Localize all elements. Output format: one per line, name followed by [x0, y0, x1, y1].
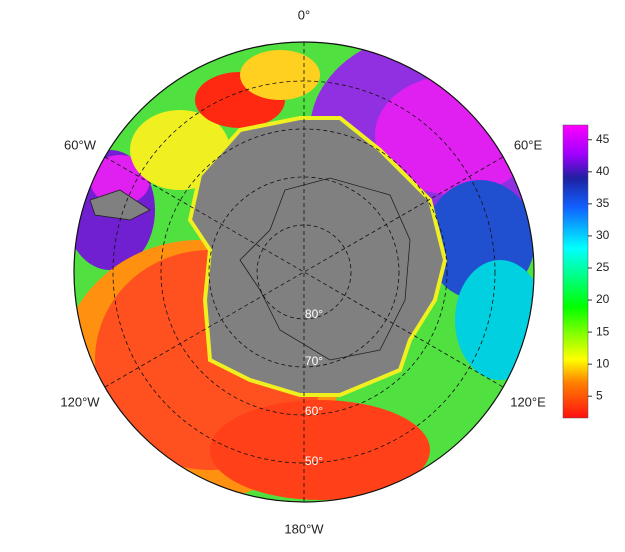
colorbar-tick-label: 25: [596, 260, 610, 274]
lon-label: 180°W: [284, 521, 324, 536]
lon-label: 0°: [298, 7, 310, 22]
colorbar: [562, 124, 589, 419]
colorbar-tick-label: 10: [596, 356, 610, 370]
colorbar-tick-label: 5: [596, 388, 603, 402]
colorbar-tick-label: 15: [596, 324, 610, 338]
graticule: [104, 42, 504, 502]
lon-label: 120°W: [60, 394, 100, 409]
lon-label: 60°W: [64, 137, 97, 152]
colorbar-tick-label: 40: [596, 164, 610, 178]
colorbar-tick-label: 30: [596, 228, 610, 242]
map-border: [73, 41, 535, 503]
lat-label: 70°: [305, 354, 323, 368]
colorbar-tick-label: 35: [596, 196, 610, 210]
map-field: [74, 42, 534, 502]
lat-label: 80°: [305, 307, 323, 321]
colorbar-tick-label: 20: [596, 292, 610, 306]
colorbar-tick-label: 45: [596, 132, 610, 146]
lon-label: 120°E: [510, 394, 546, 409]
lat-label: 50°: [305, 454, 323, 468]
lon-label: 60°E: [514, 137, 543, 152]
lat-label: 60°: [305, 404, 323, 418]
